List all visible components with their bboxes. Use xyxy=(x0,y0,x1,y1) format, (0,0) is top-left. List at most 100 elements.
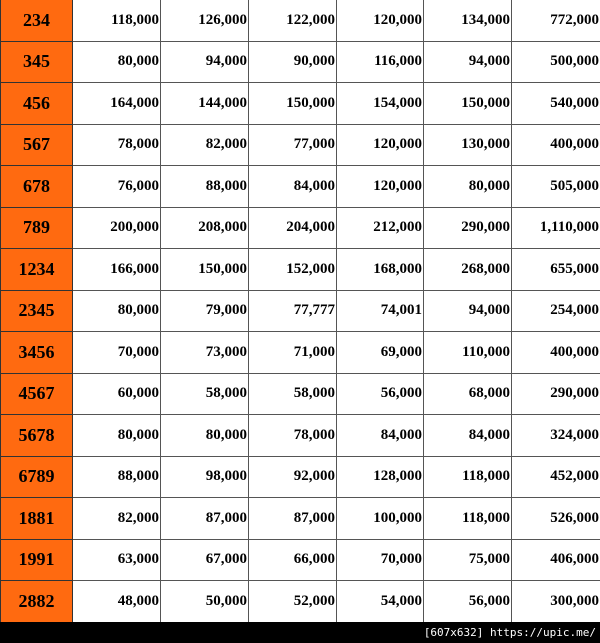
cell: 94,000 xyxy=(423,40,512,83)
cell: 70,000 xyxy=(72,331,161,374)
row-key: 2345 xyxy=(0,289,73,332)
cell: 500,000 xyxy=(511,40,600,83)
cell: 88,000 xyxy=(160,165,249,208)
cell: 92,000 xyxy=(248,455,337,498)
cell: 87,000 xyxy=(248,497,337,540)
row-key: 234 xyxy=(0,0,73,42)
cell: 120,000 xyxy=(336,165,424,208)
cell: 150,000 xyxy=(248,82,337,125)
row-key: 3456 xyxy=(0,331,73,374)
row-key: 345 xyxy=(0,40,73,83)
table-row: 6789 88,000 98,000 92,000 128,000 118,000 452,… xyxy=(0,455,600,498)
cell: 134,000 xyxy=(423,0,512,42)
cell: 74,001 xyxy=(336,289,424,332)
row-key: 6789 xyxy=(0,455,73,498)
cell: 80,000 xyxy=(160,414,249,457)
cell: 80,000 xyxy=(423,165,512,208)
data-table: 234 118,000 126,000 122,000 120,000 134,000 77… xyxy=(0,0,600,623)
cell: 452,000 xyxy=(511,455,600,498)
table-row: 1881 82,000 87,000 87,000 100,000 118,000 526,… xyxy=(0,497,600,540)
row-key: 678 xyxy=(0,165,73,208)
cell: 78,000 xyxy=(72,123,161,166)
cell: 118,000 xyxy=(72,0,161,42)
row-key: 567 xyxy=(0,123,73,166)
cell: 48,000 xyxy=(72,580,161,623)
cell: 400,000 xyxy=(511,331,600,374)
cell: 110,000 xyxy=(423,331,512,374)
cell: 290,000 xyxy=(511,372,600,415)
cell: 56,000 xyxy=(423,580,512,623)
cell: 84,000 xyxy=(336,414,424,457)
cell: 772,000 xyxy=(511,0,600,42)
row-key: 789 xyxy=(0,206,73,249)
cell: 67,000 xyxy=(160,538,249,581)
cell: 540,000 xyxy=(511,82,600,125)
watermark-bar: [607x632] https://upic.me/ xyxy=(0,622,600,643)
cell: 154,000 xyxy=(336,82,424,125)
cell: 78,000 xyxy=(248,414,337,457)
cell: 655,000 xyxy=(511,248,600,291)
cell: 68,000 xyxy=(423,372,512,415)
cell: 98,000 xyxy=(160,455,249,498)
table-row: 789 200,000 208,000 204,000 212,000 290,000 1,… xyxy=(0,206,600,249)
cell: 116,000 xyxy=(336,40,424,83)
cell: 75,000 xyxy=(423,538,512,581)
cell: 63,000 xyxy=(72,538,161,581)
cell: 73,000 xyxy=(160,331,249,374)
cell: 300,000 xyxy=(511,580,600,623)
cell: 118,000 xyxy=(423,497,512,540)
cell: 126,000 xyxy=(160,0,249,42)
cell: 152,000 xyxy=(248,248,337,291)
cell: 54,000 xyxy=(336,580,424,623)
row-key: 1991 xyxy=(0,538,73,581)
cell: 60,000 xyxy=(72,372,161,415)
cell: 71,000 xyxy=(248,331,337,374)
cell: 204,000 xyxy=(248,206,337,249)
cell: 58,000 xyxy=(160,372,249,415)
table-row: 2882 48,000 50,000 52,000 54,000 56,000 300,00… xyxy=(0,580,600,623)
cell: 212,000 xyxy=(336,206,424,249)
cell: 526,000 xyxy=(511,497,600,540)
cell: 80,000 xyxy=(72,414,161,457)
cell: 69,000 xyxy=(336,331,424,374)
cell: 50,000 xyxy=(160,580,249,623)
cell: 80,000 xyxy=(72,40,161,83)
cell: 164,000 xyxy=(72,82,161,125)
row-key: 4567 xyxy=(0,372,73,415)
cell: 208,000 xyxy=(160,206,249,249)
cell: 84,000 xyxy=(423,414,512,457)
table-row: 3456 70,000 73,000 71,000 69,000 110,000 400,0… xyxy=(0,331,600,374)
cell: 87,000 xyxy=(160,497,249,540)
cell: 94,000 xyxy=(423,289,512,332)
cell: 56,000 xyxy=(336,372,424,415)
cell: 324,000 xyxy=(511,414,600,457)
cell: 168,000 xyxy=(336,248,424,291)
table-row: 234 118,000 126,000 122,000 120,000 134,000 77… xyxy=(0,0,600,42)
cell: 94,000 xyxy=(160,40,249,83)
cell: 144,000 xyxy=(160,82,249,125)
cell: 1,110,000 xyxy=(511,206,600,249)
cell: 70,000 xyxy=(336,538,424,581)
cell: 120,000 xyxy=(336,123,424,166)
cell: 200,000 xyxy=(72,206,161,249)
table-row: 5678 80,000 80,000 78,000 84,000 84,000 324,00… xyxy=(0,414,600,457)
table-row: 567 78,000 82,000 77,000 120,000 130,000 400,0… xyxy=(0,123,600,166)
cell: 150,000 xyxy=(160,248,249,291)
cell: 120,000 xyxy=(336,0,424,42)
row-key: 456 xyxy=(0,82,73,125)
table-row: 2345 80,000 79,000 77,777 74,001 94,000 254,00… xyxy=(0,289,600,332)
cell: 82,000 xyxy=(160,123,249,166)
cell: 130,000 xyxy=(423,123,512,166)
cell: 79,000 xyxy=(160,289,249,332)
cell: 100,000 xyxy=(336,497,424,540)
cell: 290,000 xyxy=(423,206,512,249)
row-key: 1881 xyxy=(0,497,73,540)
row-key: 5678 xyxy=(0,414,73,457)
cell: 82,000 xyxy=(72,497,161,540)
cell: 77,777 xyxy=(248,289,337,332)
cell: 268,000 xyxy=(423,248,512,291)
cell: 254,000 xyxy=(511,289,600,332)
cell: 58,000 xyxy=(248,372,337,415)
table-row: 345 80,000 94,000 90,000 116,000 94,000 500,00… xyxy=(0,40,600,83)
